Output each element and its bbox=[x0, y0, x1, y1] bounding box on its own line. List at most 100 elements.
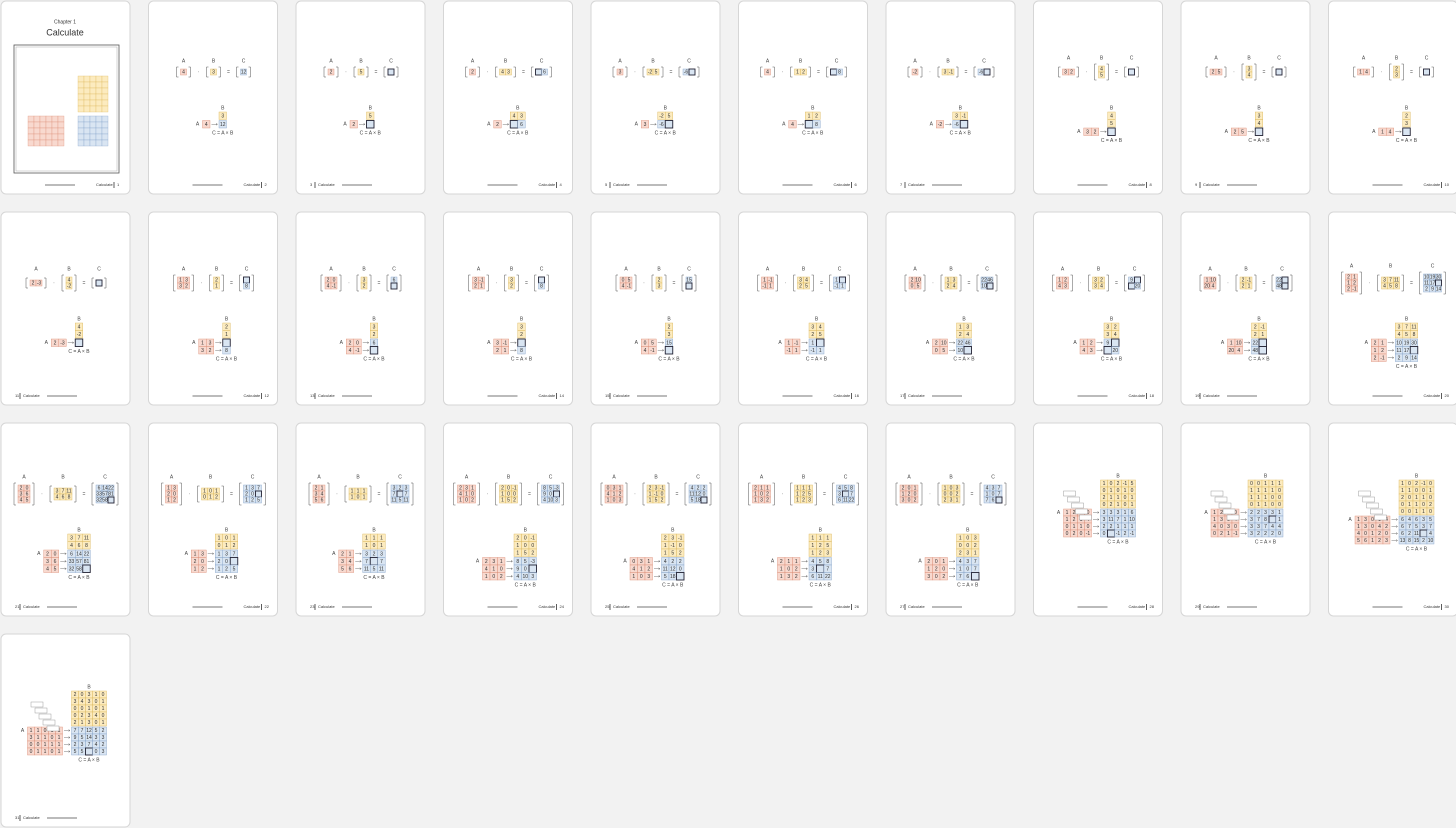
matrix-label: B bbox=[67, 266, 71, 272]
cell-value: 3 bbox=[201, 551, 204, 557]
cell-value: 2 bbox=[251, 498, 254, 504]
operator: · bbox=[929, 491, 931, 497]
matrix-label: A bbox=[477, 266, 481, 272]
cell-value: 2 bbox=[510, 284, 513, 290]
arrow bbox=[510, 341, 517, 344]
caption: C = A × B bbox=[1107, 539, 1129, 545]
cell-value: 15 bbox=[666, 340, 672, 346]
cell-value: 1 bbox=[1117, 495, 1120, 501]
matrix-cell bbox=[655, 282, 663, 290]
arrow bbox=[1240, 511, 1247, 514]
cell-value: -2 bbox=[938, 122, 943, 128]
footer-url bbox=[782, 606, 813, 608]
matrix-cell bbox=[803, 282, 810, 290]
footer-url bbox=[1077, 184, 1108, 186]
cell-value: 0 bbox=[30, 749, 33, 755]
footer-url bbox=[1372, 395, 1403, 397]
cell-value: 5 bbox=[95, 728, 98, 734]
floating-box bbox=[1226, 514, 1240, 521]
page-card bbox=[590, 0, 721, 195]
cell-value: 1 bbox=[1347, 281, 1350, 287]
cell-value: 4 bbox=[632, 566, 635, 572]
cell-value: 1 bbox=[796, 498, 799, 504]
cell-value: 2 bbox=[500, 574, 503, 580]
cell-value: 3 bbox=[1106, 332, 1109, 338]
cell-value: 0 bbox=[173, 492, 176, 498]
cover-art-cell bbox=[57, 133, 65, 141]
cell-value: 3 bbox=[341, 559, 344, 565]
matrix-cell bbox=[1419, 529, 1428, 538]
cell-value: 7 bbox=[393, 492, 396, 498]
cell-value: 0 bbox=[1422, 488, 1425, 494]
cell-value: 15 bbox=[686, 278, 692, 284]
cell-value: 5 bbox=[257, 498, 260, 504]
cover-art-cell bbox=[101, 87, 109, 95]
arrow bbox=[1093, 518, 1100, 521]
page-card bbox=[443, 211, 573, 406]
cover-art-cell bbox=[101, 93, 109, 101]
footer-url bbox=[342, 606, 372, 608]
matrix-label: B bbox=[1100, 55, 1104, 61]
cell-value: 1 bbox=[1131, 524, 1134, 530]
cover-art-cell bbox=[95, 127, 103, 135]
cell-value: 2 bbox=[1220, 510, 1223, 516]
cell-value: 1 bbox=[1124, 517, 1127, 523]
floating-box bbox=[42, 719, 56, 726]
matrix-cell bbox=[911, 496, 919, 504]
cell-value: 2 bbox=[218, 559, 221, 565]
cell-value: 3 bbox=[799, 278, 802, 284]
cell-value: 4 bbox=[1429, 531, 1432, 537]
matrix-label: B bbox=[77, 316, 81, 322]
matrix-label: B bbox=[225, 316, 229, 322]
cell-value: 4 bbox=[20, 498, 23, 504]
cell-value: 1 bbox=[203, 489, 206, 495]
cell-value: 1 bbox=[787, 559, 790, 565]
cell-value: 2 bbox=[780, 559, 783, 565]
operator: · bbox=[53, 280, 55, 286]
cell-value: 5 bbox=[805, 284, 808, 290]
matrix-label: A bbox=[170, 474, 174, 480]
cell-value: 3 bbox=[474, 278, 477, 284]
cover-art-cell bbox=[89, 99, 97, 107]
matrix-cell bbox=[983, 68, 991, 76]
matrix-label: B bbox=[1257, 105, 1261, 111]
cell-value: 0 bbox=[1066, 524, 1069, 530]
matrix-cell bbox=[229, 557, 239, 566]
bracket bbox=[1088, 274, 1109, 292]
cell-value: 1 bbox=[1073, 524, 1076, 530]
operator: = bbox=[83, 491, 86, 497]
matrix-cell bbox=[971, 548, 980, 557]
caption: C = A × B bbox=[363, 356, 385, 362]
cell-value: 0 bbox=[661, 492, 664, 498]
cell-value: 1 bbox=[351, 489, 354, 495]
page-card bbox=[1033, 211, 1163, 406]
cell-value: 3 bbox=[974, 535, 977, 541]
page-card bbox=[885, 0, 1016, 195]
floating-box bbox=[1214, 496, 1228, 503]
cell-value: 1 bbox=[1227, 531, 1230, 537]
cell-value: 20 bbox=[1135, 284, 1141, 290]
cell-value: 6 bbox=[811, 574, 814, 580]
cover-art-cell bbox=[51, 127, 59, 135]
page-number: 4 bbox=[560, 182, 563, 187]
caption: C = A × B bbox=[810, 582, 832, 588]
arrow bbox=[207, 560, 215, 563]
cover-art-cell bbox=[39, 121, 47, 129]
cell-value: 4 bbox=[513, 113, 516, 119]
cell-value: 1 bbox=[492, 566, 495, 572]
cover-art-cell bbox=[33, 139, 41, 147]
matrix-label: C bbox=[844, 474, 848, 480]
footer-url bbox=[1227, 395, 1257, 397]
cell-value: 4 bbox=[1110, 113, 1113, 119]
cover-art-cell bbox=[83, 133, 91, 141]
operator: = bbox=[378, 280, 381, 286]
matrix-cell bbox=[1245, 282, 1253, 290]
matrix-cell bbox=[685, 282, 693, 290]
matrix-cell bbox=[390, 282, 398, 290]
cell-value: 0 bbox=[1401, 509, 1404, 515]
footer-url bbox=[932, 606, 962, 608]
page-card bbox=[1180, 211, 1311, 406]
cell-value: 0 bbox=[1408, 495, 1411, 501]
page-number: 10 bbox=[1445, 182, 1450, 187]
matrix-cell bbox=[986, 282, 994, 290]
